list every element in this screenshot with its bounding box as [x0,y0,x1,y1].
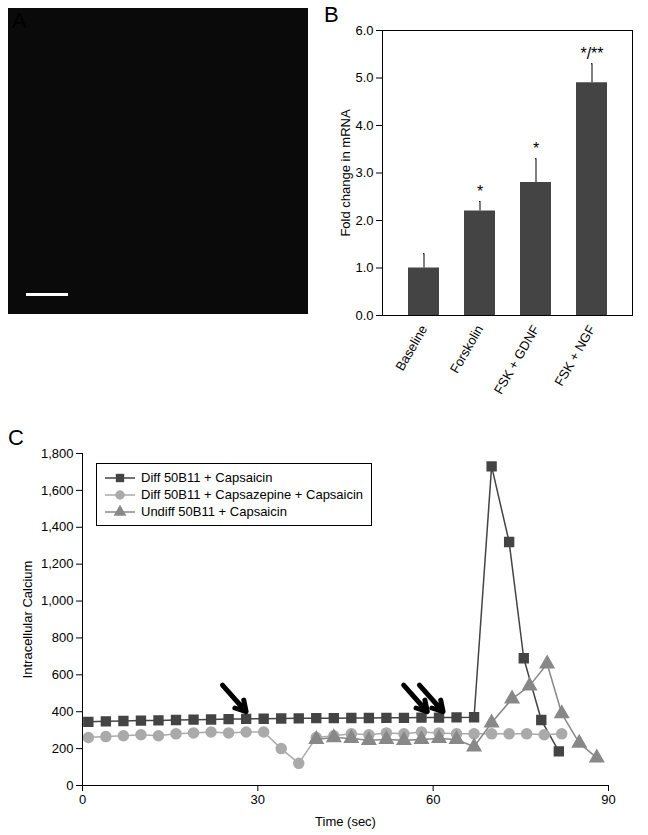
html-text:C: C [8,425,24,450]
svg-text:Forskolin: Forskolin [447,323,486,376]
svg-text:0.0: 0.0 [355,308,373,323]
html-text:Undiff 50B11 + Capsaicin: Undiff 50B11 + Capsaicin [141,504,287,519]
svg-text:1,200: 1,200 [41,556,74,571]
svg-text:800: 800 [52,630,74,645]
svg-text:Fold change in mRNA: Fold change in mRNA [338,109,353,236]
svg-text:Baseline: Baseline [392,323,430,374]
svg-text:1,000: 1,000 [41,593,74,608]
svg-text:2.0: 2.0 [355,213,373,228]
svg-text:1,400: 1,400 [41,519,74,534]
svg-text:*: * [477,183,483,200]
svg-text:4.0: 4.0 [355,118,373,133]
svg-text:30: 30 [251,792,265,807]
svg-text:200: 200 [52,741,74,756]
svg-text:0: 0 [79,792,86,807]
svg-text:0: 0 [66,778,73,793]
svg-text:FSK + NGF: FSK + NGF [551,323,598,389]
html-text:A: A [12,8,27,33]
svg-text:*/**: */** [580,45,603,62]
svg-text:3.0: 3.0 [355,165,373,180]
svg-text:*: * [533,140,539,157]
html-text:Diff 50B11 + Capsaicin: Diff 50B11 + Capsaicin [141,470,273,485]
svg-text:600: 600 [52,667,74,682]
svg-text:Time (sec): Time (sec) [315,814,376,829]
svg-text:60: 60 [426,792,440,807]
svg-text:1,600: 1,600 [41,483,74,498]
svg-text:Intracellular Calcium: Intracellular Calcium [20,561,35,679]
svg-text:400: 400 [52,704,74,719]
html-text:B: B [324,2,339,27]
svg-text:FSK + GDNF: FSK + GDNF [491,323,542,397]
svg-text:1.0: 1.0 [355,260,373,275]
svg-text:90: 90 [601,792,615,807]
svg-text:6.0: 6.0 [355,23,373,38]
svg-text:5.0: 5.0 [355,70,373,85]
html-text:Diff 50B11 + Capsazepine + Cap: Diff 50B11 + Capsazepine + Capsaicin [141,487,364,502]
svg-text:1,800: 1,800 [41,446,74,461]
